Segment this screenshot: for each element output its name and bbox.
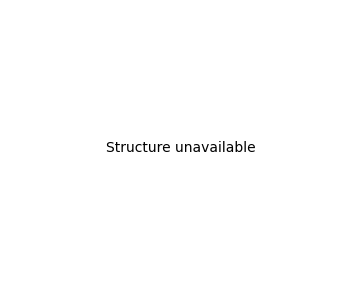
Text: Structure unavailable: Structure unavailable (106, 141, 255, 155)
